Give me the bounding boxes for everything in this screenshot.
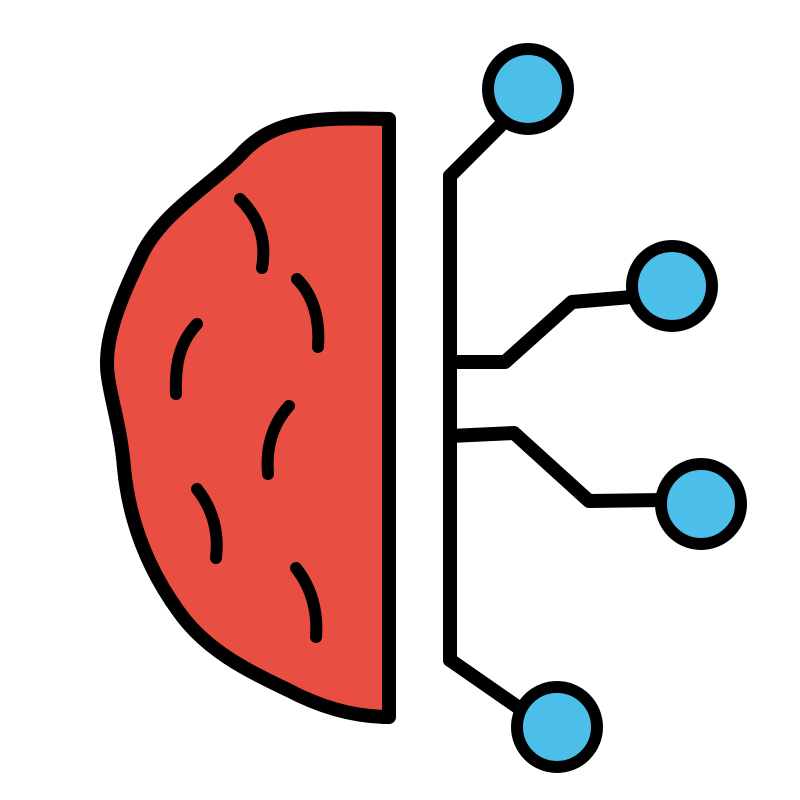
circuit-node-upper-mid bbox=[626, 240, 718, 332]
brain-fold-5 bbox=[191, 483, 223, 564]
circuit-bottom-branch bbox=[443, 653, 529, 717]
circuit-icon bbox=[443, 43, 747, 773]
brain-fold-6 bbox=[290, 562, 323, 643]
circuit-lower-mid-branch bbox=[443, 426, 672, 508]
brain-half-icon bbox=[99, 111, 396, 724]
brain-fold-1 bbox=[234, 193, 270, 274]
circuit-node-lower-mid bbox=[655, 458, 747, 550]
brain-half-shape bbox=[99, 111, 396, 724]
circuit-node-bottom bbox=[511, 681, 603, 773]
circuit-node-top bbox=[482, 43, 574, 135]
brain-fold-2 bbox=[291, 273, 325, 353]
circuit-upper-mid-branch bbox=[443, 289, 650, 369]
circuit-top-branch bbox=[443, 119, 507, 183]
brain-fold-4 bbox=[261, 400, 295, 480]
brain-fold-3 bbox=[169, 318, 203, 400]
